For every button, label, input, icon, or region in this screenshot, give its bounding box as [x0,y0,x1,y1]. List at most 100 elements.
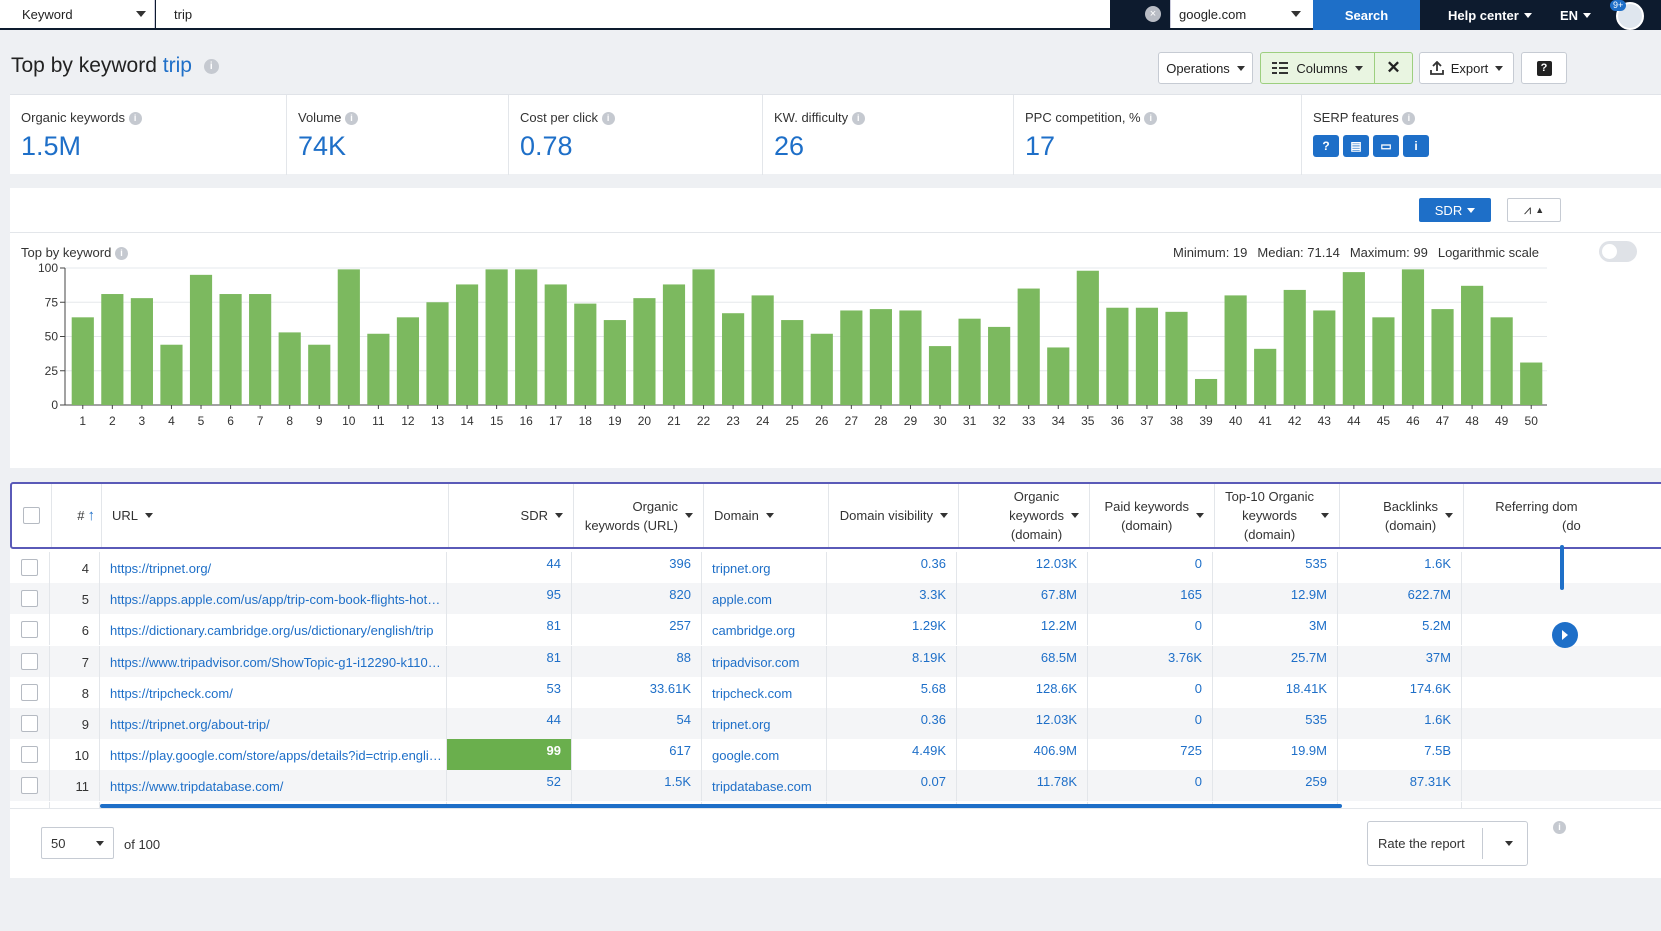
per-page-select[interactable]: 50 [41,827,114,859]
total-count: of 100 [124,837,161,852]
info-icon[interactable]: i [1144,112,1158,126]
search-engine-dropdown[interactable]: google.com [1170,0,1313,28]
info-icon[interactable]: i [128,112,142,126]
chart-metric-dropdown[interactable]: SDR [1419,198,1491,222]
video-icon[interactable]: ▤ [1343,135,1369,158]
domain-link[interactable]: cambridge.org [702,614,827,646]
metric-kw-difficulty: KW. difficulty i 26 [763,95,1014,175]
info-icon[interactable]: i [114,247,128,261]
domain-link[interactable]: tripnet.org [702,708,827,739]
header-domain-visibility[interactable]: Domain visibility [829,484,959,547]
help-button[interactable]: ? [1521,52,1567,84]
chevron-down-icon [1445,513,1453,518]
header-domain[interactable]: Domain [704,484,829,547]
row-checkbox[interactable] [21,746,38,764]
url-link[interactable]: https://tripnet.org/about-trip/ [100,708,447,739]
row-number: 9 [50,708,100,739]
info-icon[interactable]: i [345,112,358,126]
organic-keywords-domain-value: 128.6K [957,676,1088,708]
organic-keywords-domain-value: 67.8M [957,583,1088,615]
x-tick-label: 14 [460,414,474,428]
header-referring-domains[interactable]: Referring dom (do [1464,484,1661,547]
bar [633,298,656,405]
table-footer: 50 of 100 Rate the report i [10,808,1661,878]
domain-link[interactable]: apple.com [702,583,827,615]
row-checkbox[interactable] [21,715,38,732]
sdr-value: 81 [447,614,572,646]
rate-report-label: Rate the report [1378,836,1465,851]
row-checkbox[interactable] [21,777,38,795]
columns-button[interactable]: Columns [1260,52,1375,84]
row-checkbox[interactable] [21,559,38,576]
reviews-icon[interactable]: ▭ [1373,135,1399,158]
faq-icon[interactable]: ? [1313,135,1339,158]
knowledge-panel-icon[interactable]: i [1403,135,1429,158]
clear-icon[interactable]: × [1145,6,1161,22]
header-line: keywords [1242,508,1298,523]
url-link[interactable]: https://play.google.com/store/apps/detai… [100,739,447,771]
table-header: # ↑ URL SDR Organic keywords (URL) Domain … [10,482,1661,549]
row-checkbox[interactable] [21,621,38,639]
header-top10-keywords[interactable]: Top-10 Organic keywords (domain) [1215,484,1340,547]
chart-median: Median: 71.14 [1257,245,1340,260]
metric-label: Volume [298,110,342,125]
header-sdr[interactable]: SDR [449,484,574,547]
operations-button[interactable]: Operations [1158,52,1253,84]
url-link[interactable]: https://tripnet.org/ [100,552,447,583]
domain-link[interactable]: tripdatabase.com [702,770,827,802]
domain-link[interactable]: google.com [702,739,827,771]
export-button[interactable]: Export [1419,52,1514,84]
paid-keywords-value: 3.76K [1088,645,1213,677]
header-number[interactable]: # ↑ [52,484,102,547]
table-row: 8 https://tripcheck.com/53 33.61K tripcheck… [10,676,1661,708]
url-link[interactable]: https://www.tripadvisor.com/ShowTopic-g1… [100,645,447,677]
domain-link[interactable]: tripcheck.com [702,676,827,708]
reset-columns-button[interactable]: ✕ [1374,52,1413,84]
url-link[interactable]: https://tripcheck.com/ [100,676,447,708]
info-icon[interactable]: i [1402,112,1416,126]
metric-value: 26 [774,131,805,162]
row-checkbox[interactable] [21,683,38,701]
question-icon: ? [1536,60,1552,76]
select-all-checkbox[interactable] [23,507,40,524]
header-url[interactable]: URL [102,484,449,547]
vertical-scrollbar[interactable] [1560,545,1564,590]
chevron-down-icon [1495,65,1504,71]
domain-link[interactable]: tripnet.org [702,552,827,583]
avatar[interactable] [1616,2,1644,30]
language-menu[interactable]: EN [1560,0,1592,30]
horizontal-scrollbar[interactable] [100,804,1342,808]
url-link[interactable]: https://dictionary.cambridge.org/us/dict… [100,614,447,646]
bar [396,317,420,405]
search-button[interactable]: Search [1313,0,1420,30]
header-paid-keywords[interactable]: Paid keywords (domain) [1090,484,1215,547]
url-link[interactable]: https://apps.apple.com/us/app/trip-com-b… [100,583,447,615]
search-type-dropdown[interactable]: Keyword [0,0,155,28]
x-tick-label: 31 [963,414,977,428]
logarithmic-scale-toggle[interactable] [1599,241,1637,262]
search-input[interactable] [156,0,1110,28]
info-icon[interactable]: i [1553,821,1566,834]
info-icon[interactable]: i [851,112,865,126]
row-checkbox[interactable] [21,590,38,608]
organic-keywords-value: 1.5K [572,770,702,802]
help-center-menu[interactable]: Help center [1448,0,1532,30]
row-checkbox[interactable] [21,652,38,670]
bar [662,284,686,405]
info-icon[interactable]: i [203,58,219,74]
bar [1135,307,1159,405]
header-organic-keywords-url[interactable]: Organic keywords (URL) [574,484,704,547]
header-backlinks[interactable]: Backlinks (domain) [1340,484,1464,547]
header-organic-keywords-domain[interactable]: Organic keywords (domain) [959,484,1090,547]
chart-toggle-button[interactable]: ⩘ ▲ [1507,198,1561,222]
metric-serp-features: SERP features i ? ▤ ▭ i [1302,95,1661,175]
notification-badge[interactable]: 9+ [1610,0,1627,11]
url-link[interactable]: https://www.tripdatabase.com/ [100,770,447,802]
x-tick-label: 47 [1436,414,1450,428]
chevron-down-icon [1523,12,1532,18]
scroll-right-button[interactable] [1552,622,1578,648]
info-icon[interactable]: i [601,112,615,126]
domain-link[interactable]: tripadvisor.com [702,645,827,677]
rate-report-dropdown[interactable]: Rate the report [1367,821,1528,866]
x-tick-label: 37 [1140,414,1154,428]
